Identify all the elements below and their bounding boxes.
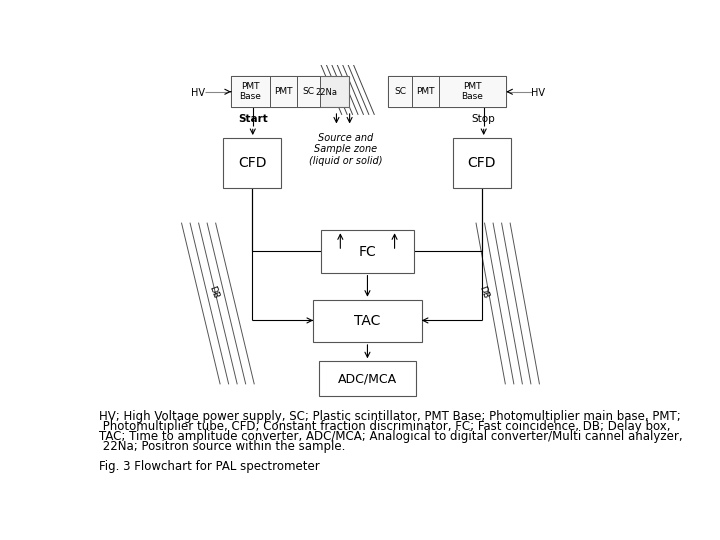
Text: HV: HV xyxy=(531,87,545,98)
Bar xyxy=(321,231,414,273)
Text: PMT
Base: PMT Base xyxy=(462,82,483,102)
Text: Start: Start xyxy=(238,114,268,124)
Bar xyxy=(388,76,506,107)
Text: Stop: Stop xyxy=(472,114,495,124)
Text: TAC: TAC xyxy=(354,314,381,328)
Text: ADC/MCA: ADC/MCA xyxy=(338,372,397,385)
Text: TAC; Time to amplitude converter, ADC/MCA; Analogical to digital converter/Multi: TAC; Time to amplitude converter, ADC/MC… xyxy=(99,430,683,443)
Bar xyxy=(231,76,349,107)
Text: FC: FC xyxy=(359,245,377,259)
Text: DB: DB xyxy=(207,284,220,300)
Bar xyxy=(388,76,412,107)
Text: HV: HV xyxy=(192,87,205,98)
Bar xyxy=(412,76,438,107)
Bar xyxy=(453,138,510,188)
Bar xyxy=(319,361,415,396)
Text: 22Na: 22Na xyxy=(315,88,338,97)
Text: Fig. 3 Flowchart for PAL spectrometer: Fig. 3 Flowchart for PAL spectrometer xyxy=(99,460,320,473)
Text: Source and
Sample zone
(liquid or solid): Source and Sample zone (liquid or solid) xyxy=(309,132,382,166)
Text: CFD: CFD xyxy=(467,156,496,170)
Bar xyxy=(297,76,320,107)
Text: PMT: PMT xyxy=(274,87,292,96)
Text: PMT
Base: PMT Base xyxy=(240,82,261,102)
Text: SC: SC xyxy=(302,87,315,96)
Text: CFD: CFD xyxy=(238,156,266,170)
Bar xyxy=(438,76,506,107)
Text: PMT: PMT xyxy=(416,87,434,96)
Bar xyxy=(231,76,270,107)
Bar xyxy=(270,76,297,107)
Text: 22Na; Positron source within the sample.: 22Na; Positron source within the sample. xyxy=(99,440,346,453)
Bar xyxy=(223,138,282,188)
Text: HV; High Voltage power supply, SC; Plastic scintillator, PMT Base; Photomultipli: HV; High Voltage power supply, SC; Plast… xyxy=(99,410,681,423)
Text: SC: SC xyxy=(394,87,406,96)
Text: Photomultiplier tube, CFD; Constant fraction discriminator, FC; Fast coincidence: Photomultiplier tube, CFD; Constant frac… xyxy=(99,420,671,433)
Bar xyxy=(313,300,422,342)
Text: DB: DB xyxy=(477,284,490,300)
